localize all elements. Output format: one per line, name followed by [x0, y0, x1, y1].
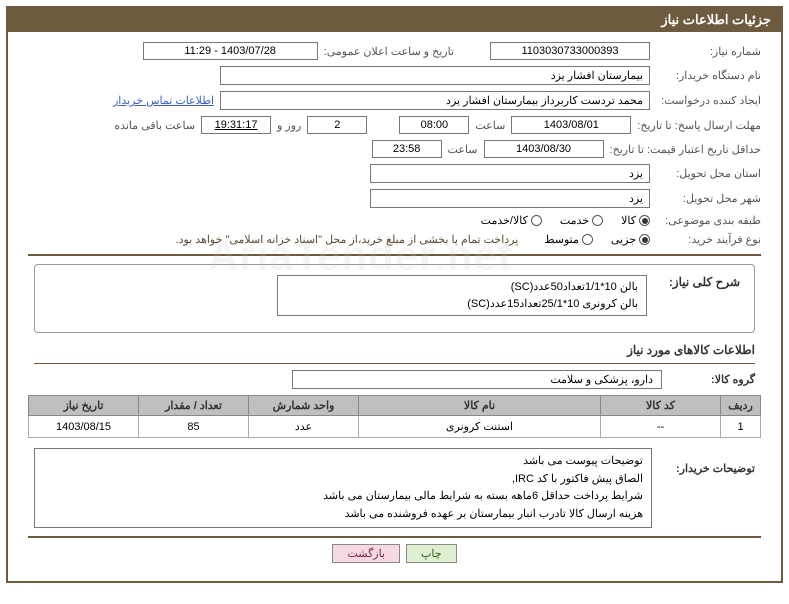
requester-label: ایجاد کننده درخواست:: [656, 94, 761, 107]
col-name: نام کالا: [359, 396, 601, 416]
deadline-label: مهلت ارسال پاسخ: تا تاریخ:: [637, 119, 761, 132]
radio-kalakhadamat[interactable]: کالا/خدمت: [481, 214, 542, 227]
valid-until-label: حداقل تاریخ اعتبار قیمت: تا تاریخ:: [610, 143, 761, 156]
col-qty: تعداد / مقدار: [139, 396, 249, 416]
panel-title: جزئیات اطلاعات نیاز: [8, 8, 781, 32]
radio-icon: [531, 215, 542, 226]
radio-khadamat-label: خدمت: [560, 214, 589, 227]
radio-jozi-label: جزیی: [611, 233, 636, 246]
overview-value: بالن 10*1/1تعداد50عدد(SC) بالن کرونری 10…: [277, 275, 647, 316]
radio-motavaset-label: متوسط: [544, 233, 579, 246]
radio-motavaset[interactable]: متوسط: [544, 233, 593, 246]
items-section-title: اطلاعات کالاهای مورد نیاز: [34, 343, 755, 357]
city-value: یزد: [370, 189, 650, 208]
valid-time: 23:58: [372, 140, 442, 158]
radio-kala[interactable]: کالا: [621, 214, 650, 227]
remaining-time: 19:31:17: [201, 116, 271, 134]
requester-value: محمد تردست کاربرداز بیمارستان افشار یزد: [220, 91, 650, 110]
hour-label-2: ساعت: [448, 143, 478, 156]
table-row: 1 -- استنت کرونری عدد 85 1403/08/15: [29, 416, 761, 438]
city-label: شهر محل تحویل:: [656, 192, 761, 205]
province-value: یزد: [370, 164, 650, 183]
hour-label-1: ساعت: [475, 119, 505, 132]
back-button[interactable]: بازگشت: [332, 544, 400, 563]
announce-label: تاریخ و ساعت اعلان عمومی:: [324, 45, 454, 58]
buyer-notes-label: توضیحات خریدار:: [660, 448, 755, 475]
radio-icon: [592, 215, 603, 226]
need-no-value: 1103030733000393: [490, 42, 650, 60]
valid-date: 1403/08/30: [484, 140, 604, 158]
cell-date: 1403/08/15: [29, 416, 139, 438]
contact-link[interactable]: اطلاعات تماس خریدار: [113, 94, 214, 107]
radio-icon: [639, 234, 650, 245]
radio-khadamat[interactable]: خدمت: [560, 214, 603, 227]
col-unit: واحد شمارش: [249, 396, 359, 416]
radio-kalakhadamat-label: کالا/خدمت: [481, 214, 528, 227]
buyer-org-label: نام دستگاه خریدار:: [656, 69, 761, 82]
process-label: نوع فرآیند خرید:: [656, 233, 761, 246]
radio-icon: [639, 215, 650, 226]
subject-group-label: طبقه بندی موضوعی:: [656, 214, 761, 227]
cell-qty: 85: [139, 416, 249, 438]
print-button[interactable]: چاپ: [406, 544, 457, 563]
overview-label: شرح کلی نیاز:: [655, 275, 740, 289]
goods-group-value: دارو، پزشکی و سلامت: [292, 370, 662, 389]
radio-icon: [582, 234, 593, 245]
need-no-label: شماره نیاز:: [656, 45, 761, 58]
col-row: ردیف: [721, 396, 761, 416]
days-and-label: روز و: [277, 119, 301, 132]
province-label: استان محل تحویل:: [656, 167, 761, 180]
radio-kala-label: کالا: [621, 214, 636, 227]
remaining-label: ساعت باقی مانده: [114, 119, 195, 132]
col-date: تاریخ نیاز: [29, 396, 139, 416]
remaining-days: 2: [307, 116, 367, 134]
col-code: کد کالا: [601, 396, 721, 416]
buyer-notes-value: توضیحات پیوست می باشد الصاق پیش فاکتور ب…: [34, 448, 652, 528]
radio-jozi[interactable]: جزیی: [611, 233, 650, 246]
cell-unit: عدد: [249, 416, 359, 438]
cell-name: استنت کرونری: [359, 416, 601, 438]
deadline-date: 1403/08/01: [511, 116, 631, 134]
payment-note: پرداخت تمام یا بخشی از مبلغ خرید،از محل …: [176, 233, 519, 246]
goods-group-label: گروه کالا:: [670, 373, 755, 386]
buyer-org-value: بیمارستان افشار یزد: [220, 66, 650, 85]
cell-code: --: [601, 416, 721, 438]
items-table: ردیف کد کالا نام کالا واحد شمارش تعداد /…: [28, 395, 761, 438]
cell-row: 1: [721, 416, 761, 438]
deadline-time: 08:00: [399, 116, 469, 134]
announce-value: 1403/07/28 - 11:29: [143, 42, 318, 60]
overview-box: شرح کلی نیاز: بالن 10*1/1تعداد50عدد(SC) …: [34, 264, 755, 333]
